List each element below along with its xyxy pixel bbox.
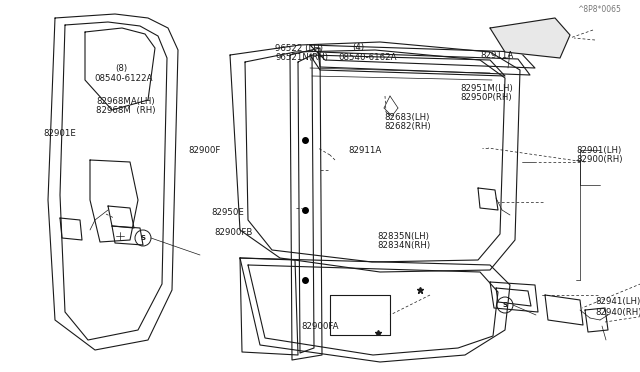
Text: 82940(RH): 82940(RH) — [595, 308, 640, 317]
Text: 82835N(LH): 82835N(LH) — [378, 232, 429, 241]
Text: 82900(RH): 82900(RH) — [576, 155, 623, 164]
Text: 82951M(LH): 82951M(LH) — [461, 84, 513, 93]
Text: 82941(LH): 82941(LH) — [595, 297, 640, 306]
Text: ^8P8*0065: ^8P8*0065 — [577, 5, 621, 14]
Text: 82901E: 82901E — [44, 129, 76, 138]
Text: 82968MA(LH): 82968MA(LH) — [96, 97, 155, 106]
Polygon shape — [490, 18, 570, 58]
Text: S: S — [141, 235, 145, 241]
Text: 96522 (LH): 96522 (LH) — [275, 44, 323, 53]
Text: 82950E: 82950E — [211, 208, 244, 217]
Text: 82834N(RH): 82834N(RH) — [378, 241, 431, 250]
Text: 08540-6162A: 08540-6162A — [338, 53, 396, 62]
Text: 82911A: 82911A — [480, 51, 513, 60]
Text: 96521N(RH): 96521N(RH) — [275, 53, 328, 62]
Text: (4): (4) — [353, 43, 364, 52]
Text: 82901(LH): 82901(LH) — [576, 146, 621, 155]
Text: 82683(LH): 82683(LH) — [384, 113, 429, 122]
Text: 82950P(RH): 82950P(RH) — [461, 93, 513, 102]
Text: 08540-6122A: 08540-6122A — [95, 74, 153, 83]
Text: (8): (8) — [116, 64, 127, 73]
Text: 82682(RH): 82682(RH) — [384, 122, 431, 131]
Text: 82900F: 82900F — [189, 146, 221, 155]
Text: 82900FB: 82900FB — [214, 228, 253, 237]
Text: 82911A: 82911A — [349, 146, 382, 155]
Text: S: S — [502, 302, 508, 308]
Text: 82968M  (RH): 82968M (RH) — [96, 106, 156, 115]
Text: 82900FA: 82900FA — [301, 322, 339, 331]
